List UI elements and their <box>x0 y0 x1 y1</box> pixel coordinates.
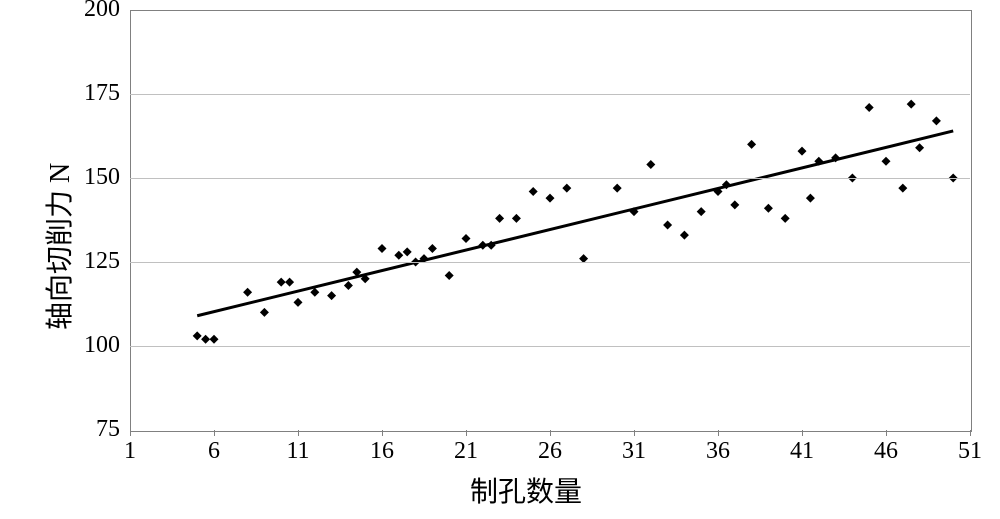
gridline-h <box>130 262 970 263</box>
scatter-marker <box>285 278 294 287</box>
scatter-marker <box>882 157 891 166</box>
y-tick-label: 150 <box>55 164 120 191</box>
scatter-marker <box>546 194 555 203</box>
trend-line <box>197 131 953 316</box>
scatter-marker <box>445 271 454 280</box>
scatter-marker <box>915 143 924 152</box>
y-tick-label: 175 <box>55 80 120 107</box>
x-tick-label: 1 <box>105 438 155 465</box>
scatter-marker <box>428 244 437 253</box>
scatter-marker <box>663 221 672 230</box>
x-tick-mark <box>214 430 215 436</box>
scatter-marker <box>344 281 353 290</box>
scatter-marker <box>327 291 336 300</box>
y-tick-label: 200 <box>55 0 120 23</box>
scatter-marker <box>764 204 773 213</box>
x-tick-label: 6 <box>189 438 239 465</box>
scatter-marker <box>781 214 790 223</box>
x-tick-label: 51 <box>945 438 995 465</box>
x-tick-mark <box>550 430 551 436</box>
scatter-marker <box>798 147 807 156</box>
x-tick-label: 36 <box>693 438 743 465</box>
scatter-marker <box>495 214 504 223</box>
scatter-marker <box>462 234 471 243</box>
x-tick-mark <box>382 430 383 436</box>
scatter-marker <box>403 247 412 256</box>
scatter-marker <box>898 184 907 193</box>
x-tick-label: 26 <box>525 438 575 465</box>
plot-svg <box>0 0 990 450</box>
scatter-marker <box>512 214 521 223</box>
scatter-marker <box>932 116 941 125</box>
scatter-marker <box>394 251 403 260</box>
scatter-marker <box>865 103 874 112</box>
x-tick-mark <box>130 430 131 436</box>
x-tick-mark <box>970 430 971 436</box>
y-tick-label: 100 <box>55 332 120 359</box>
scatter-marker <box>294 298 303 307</box>
scatter-marker <box>646 160 655 169</box>
y-tick-label: 125 <box>55 248 120 275</box>
scatter-marker <box>210 335 219 344</box>
scatter-marker <box>806 194 815 203</box>
gridline-h <box>130 178 970 179</box>
x-tick-label: 31 <box>609 438 659 465</box>
scatter-marker <box>193 331 202 340</box>
scatter-marker <box>260 308 269 317</box>
scatter-marker <box>243 288 252 297</box>
x-tick-label: 16 <box>357 438 407 465</box>
scatter-marker <box>529 187 538 196</box>
scatter-marker <box>747 140 756 149</box>
gridline-h <box>130 94 970 95</box>
scatter-marker <box>277 278 286 287</box>
scatter-marker <box>378 244 387 253</box>
scatter-marker <box>730 200 739 209</box>
x-tick-mark <box>802 430 803 436</box>
x-axis-title: 制孔数量 <box>470 470 582 510</box>
scatter-marker <box>201 335 210 344</box>
scatter-marker <box>680 231 689 240</box>
x-tick-mark <box>466 430 467 436</box>
scatter-marker <box>907 100 916 109</box>
scatter-marker <box>697 207 706 216</box>
gridline-h <box>130 346 970 347</box>
x-tick-mark <box>634 430 635 436</box>
x-tick-label: 21 <box>441 438 491 465</box>
scatter-marker <box>562 184 571 193</box>
x-tick-mark <box>886 430 887 436</box>
scatter-marker <box>613 184 622 193</box>
scatter-chart: 制孔数量 轴向切削力 N 751001251501752001611162126… <box>0 0 1000 519</box>
x-tick-label: 11 <box>273 438 323 465</box>
x-tick-mark <box>298 430 299 436</box>
x-tick-mark <box>718 430 719 436</box>
x-tick-label: 41 <box>777 438 827 465</box>
x-tick-label: 46 <box>861 438 911 465</box>
